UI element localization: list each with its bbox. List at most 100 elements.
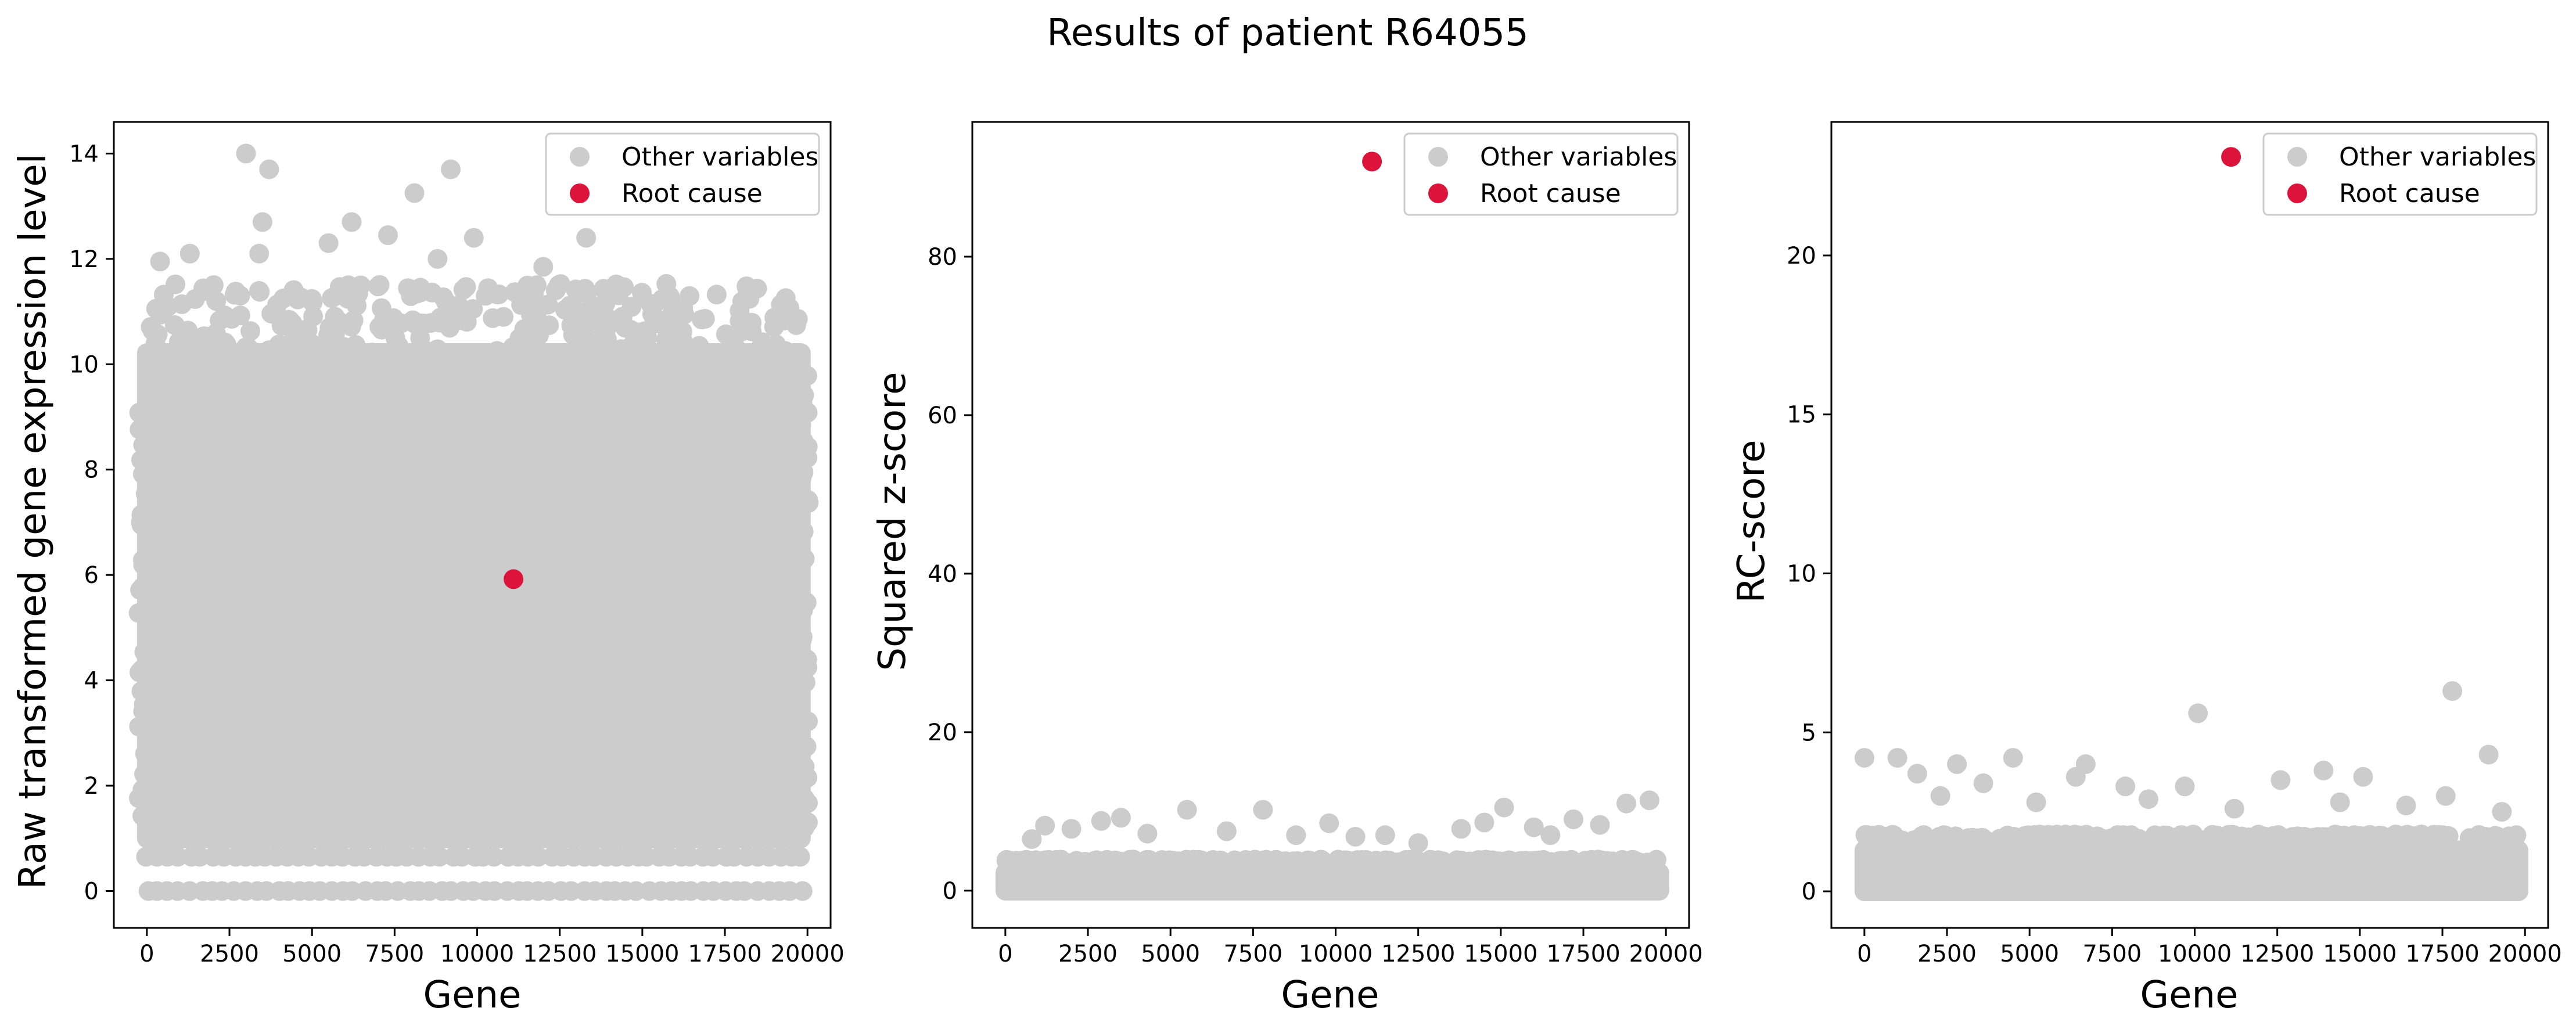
other-point — [621, 297, 642, 317]
other-point — [267, 294, 288, 315]
other-point-outlier — [1091, 811, 1111, 831]
x-tick-label: 15000 — [1464, 941, 1537, 967]
other-point-outlier — [1111, 808, 1131, 828]
other-point — [792, 393, 813, 413]
y-tick-label: 0 — [84, 878, 99, 905]
other-point — [132, 578, 152, 598]
legend-marker — [2287, 147, 2307, 167]
other-point-outlier — [1887, 748, 1907, 768]
other-point — [706, 285, 727, 305]
other-point — [1450, 852, 1471, 872]
other-point — [185, 289, 205, 309]
panel-rcscore-xlabel: Gene — [2140, 974, 2239, 1017]
other-point-outlier — [2442, 681, 2463, 701]
other-point — [333, 337, 354, 357]
y-tick-label: 80 — [928, 244, 957, 271]
x-tick-label: 7500 — [365, 941, 424, 967]
other-point — [736, 276, 757, 297]
y-tick-label: 14 — [69, 141, 99, 167]
other-point — [1250, 852, 1270, 873]
x-tick-label: 10000 — [1299, 941, 1373, 967]
panel-expression-root-points — [504, 569, 524, 589]
other-point — [141, 417, 161, 437]
other-point — [1624, 852, 1644, 873]
x-tick-label: 7500 — [1223, 941, 1282, 967]
other-point — [784, 484, 804, 505]
other-point-outlier — [2270, 770, 2291, 790]
x-tick-label: 20000 — [2488, 941, 2562, 967]
other-point — [2052, 826, 2072, 847]
other-point-outlier — [206, 291, 227, 311]
other-point-outlier — [1177, 800, 1197, 820]
other-point-outlier — [1253, 800, 1273, 820]
legend-label: Root cause — [2339, 179, 2480, 208]
other-point — [230, 305, 250, 326]
other-point-outlier — [150, 251, 170, 272]
other-point-outlier — [778, 351, 798, 372]
other-point — [441, 812, 461, 833]
other-point — [230, 286, 250, 306]
other-point — [429, 847, 450, 867]
other-point — [130, 662, 149, 682]
other-point-outlier — [2224, 798, 2244, 819]
other-point-outlier — [2065, 766, 2086, 787]
other-point — [453, 279, 473, 300]
legend-label: Other variables — [2339, 142, 2536, 172]
other-point — [788, 626, 809, 646]
other-point-outlier — [1375, 825, 1395, 845]
other-point — [328, 311, 348, 331]
other-point-outlier — [563, 296, 583, 316]
other-point — [674, 304, 695, 325]
other-point — [632, 283, 652, 303]
other-point-outlier — [318, 233, 339, 253]
other-point — [606, 310, 627, 330]
other-point-outlier — [338, 275, 358, 296]
y-tick-label: 20 — [928, 719, 957, 746]
panel-rcscore-legend: Other variables Root cause — [2262, 132, 2538, 216]
other-point — [795, 651, 815, 671]
other-point — [183, 333, 203, 354]
other-point-outlier — [1408, 833, 1428, 853]
other-point — [1143, 852, 1163, 873]
other-point — [549, 275, 569, 295]
other-point — [786, 315, 806, 335]
other-point — [2482, 832, 2502, 852]
other-point-outlier — [2396, 796, 2416, 816]
other-point-outlier — [1474, 812, 1494, 833]
other-point — [1366, 851, 1386, 871]
other-point — [267, 812, 287, 833]
other-point-outlier — [2353, 766, 2373, 787]
other-point — [793, 521, 814, 542]
other-point — [203, 275, 224, 295]
panel-expression-xlabel: Gene — [423, 974, 522, 1017]
other-point-outlier — [252, 212, 272, 232]
other-point — [206, 323, 226, 344]
other-point — [575, 279, 595, 299]
other-point-outlier — [1907, 764, 1927, 784]
other-point-outlier — [404, 183, 425, 203]
other-point-outlier — [2188, 703, 2208, 724]
x-tick-label: 10000 — [440, 941, 514, 967]
legend-box — [2262, 132, 2538, 216]
other-point-outlier — [745, 349, 765, 369]
other-point — [2158, 826, 2178, 847]
other-point — [1912, 826, 1932, 846]
other-point — [136, 549, 156, 570]
other-point — [2304, 827, 2324, 848]
other-point-outlier — [576, 228, 597, 248]
x-tick-label: 12500 — [523, 941, 597, 967]
other-point-outlier — [1035, 815, 1055, 836]
panel-rcscore-other-points — [1854, 681, 2528, 902]
other-point — [414, 314, 434, 334]
other-point — [790, 847, 810, 867]
x-tick-label: 2500 — [1058, 941, 1118, 967]
other-point-outlier — [1854, 748, 1874, 768]
other-point — [2188, 830, 2208, 851]
panel-expression-legend: Other variables Root cause — [545, 132, 820, 216]
x-tick-label: 20000 — [771, 941, 845, 967]
other-point-outlier — [642, 304, 662, 325]
panel-expression-other-points — [128, 143, 819, 901]
other-point — [290, 329, 310, 350]
x-tick-label: 12500 — [2240, 941, 2314, 967]
other-point — [1180, 852, 1201, 873]
